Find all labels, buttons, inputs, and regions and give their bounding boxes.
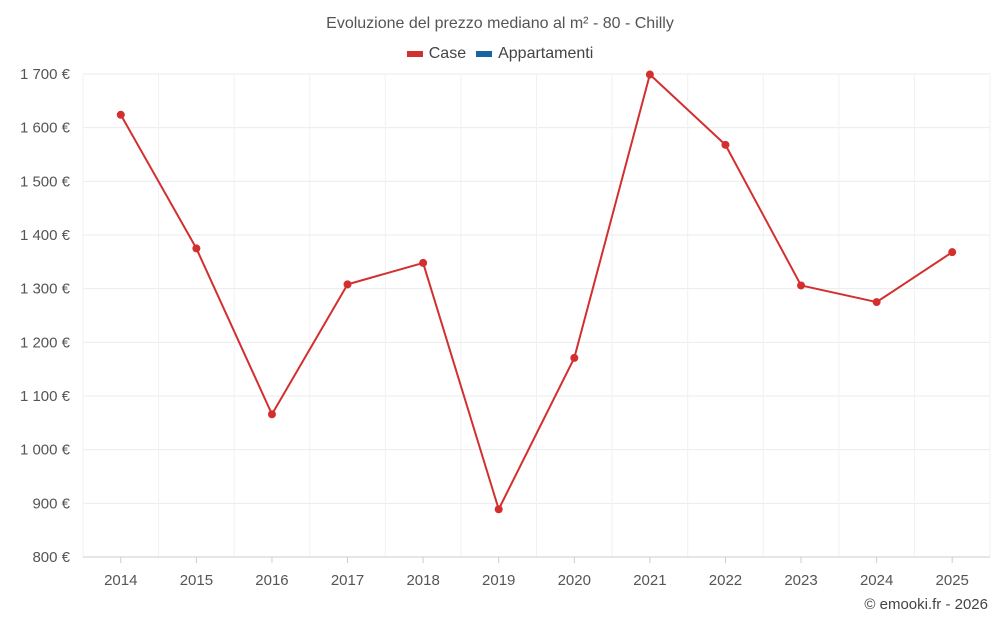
data-point: [267, 410, 276, 419]
data-point: [721, 140, 730, 149]
y-tick-label: 1 000 €: [20, 442, 71, 459]
chart-legend: Case Appartamenti: [0, 45, 1000, 63]
x-tick-label: 2020: [558, 572, 591, 589]
data-point: [192, 244, 201, 253]
x-tick-label: 2023: [784, 572, 817, 589]
x-tick-label: 2015: [180, 572, 213, 589]
data-point: [872, 298, 881, 307]
data-point: [948, 248, 957, 257]
legend-label-case: Case: [428, 45, 467, 62]
legend-item-appartamenti[interactable]: Appartamenti: [476, 45, 593, 63]
y-tick-label: 1 400 €: [20, 227, 71, 244]
x-tick-label: 2018: [406, 572, 439, 589]
x-tick-label: 2021: [633, 572, 666, 589]
y-tick-label: 1 300 €: [20, 281, 71, 298]
data-point: [797, 281, 806, 290]
data-point: [419, 258, 428, 267]
x-tick-label: 2016: [255, 572, 288, 589]
x-tick-label: 2014: [104, 572, 137, 589]
legend-swatch-appartamenti: [476, 51, 493, 57]
x-tick-label: 2017: [331, 572, 364, 589]
data-point: [570, 353, 579, 362]
data-point: [116, 110, 125, 119]
y-tick-label: 1 100 €: [20, 388, 71, 405]
data-point: [494, 505, 503, 514]
y-tick-label: 900 €: [32, 495, 70, 512]
y-tick-label: 800 €: [32, 549, 70, 566]
x-tick-label: 2025: [936, 572, 969, 589]
y-tick-label: 1 500 €: [20, 173, 71, 190]
y-tick-label: 1 600 €: [20, 120, 71, 137]
y-tick-label: 1 200 €: [20, 334, 71, 351]
x-tick-label: 2019: [482, 572, 515, 589]
data-point: [645, 70, 654, 79]
series-line-case: [119, 73, 953, 511]
x-tick-label: 2024: [860, 572, 893, 589]
legend-swatch-case: [406, 51, 423, 57]
y-tick-label: 1 700 €: [20, 66, 71, 83]
data-point: [343, 280, 352, 289]
chart-title: Evoluzione del prezzo mediano al m² - 80…: [326, 15, 674, 32]
legend-item-case[interactable]: Case: [406, 45, 467, 63]
legend-label-appartamenti: Appartamenti: [498, 45, 594, 62]
x-tick-label: 2022: [709, 572, 742, 589]
credit-text: © emooki.fr - 2026: [864, 596, 988, 613]
